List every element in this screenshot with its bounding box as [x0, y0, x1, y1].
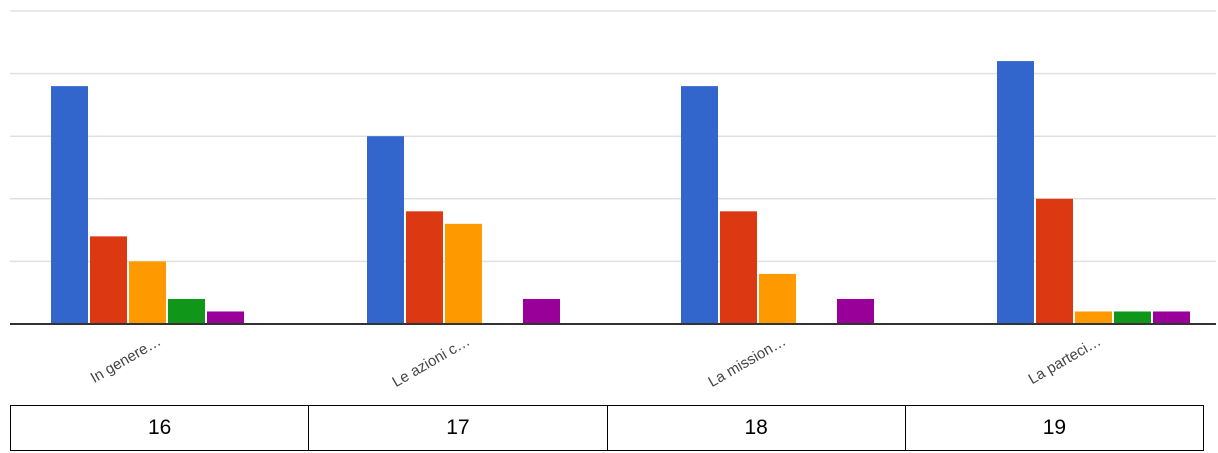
bar	[837, 298, 874, 324]
category-label: Le azioni c…	[389, 333, 473, 391]
gridlines	[10, 10, 1216, 263]
bar	[720, 211, 757, 324]
category-label: La parteci…	[1025, 333, 1104, 388]
table-row: 16 17 18 19	[9, 405, 1205, 451]
number-table: 16 17 18 19	[9, 405, 1205, 451]
bars	[51, 61, 1190, 325]
category-labels: In genere… Le azioni c… La mission… La part…	[88, 333, 1104, 391]
bar	[406, 211, 443, 324]
bar	[1153, 311, 1190, 324]
bar	[681, 86, 718, 325]
bar	[1075, 311, 1112, 324]
bar	[367, 136, 404, 324]
bar	[129, 261, 166, 324]
bar	[90, 236, 127, 324]
bar	[997, 61, 1034, 325]
bar	[207, 311, 244, 324]
bar	[1036, 198, 1073, 324]
bar	[759, 273, 796, 324]
bar	[1114, 311, 1151, 324]
category-label: La mission…	[705, 333, 789, 391]
table-cell: 16	[9, 405, 310, 451]
bar	[445, 223, 482, 324]
bar	[523, 298, 560, 324]
bar	[168, 298, 205, 324]
table-cell: 19	[904, 405, 1205, 451]
table-cell: 17	[308, 405, 608, 451]
bar	[51, 86, 88, 325]
category-label: In genere…	[88, 333, 164, 387]
table-cell: 18	[606, 405, 906, 451]
